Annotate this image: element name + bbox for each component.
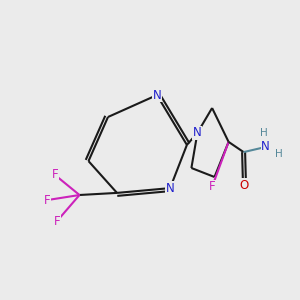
Text: N: N bbox=[166, 182, 175, 195]
Text: N: N bbox=[193, 126, 202, 140]
Text: O: O bbox=[240, 178, 249, 192]
Text: N: N bbox=[152, 88, 161, 102]
Text: H: H bbox=[260, 128, 268, 138]
Text: F: F bbox=[54, 214, 60, 228]
Text: F: F bbox=[44, 194, 50, 207]
Text: F: F bbox=[209, 180, 215, 194]
Text: N: N bbox=[261, 140, 270, 154]
Text: H: H bbox=[274, 149, 282, 159]
Text: F: F bbox=[52, 168, 58, 182]
